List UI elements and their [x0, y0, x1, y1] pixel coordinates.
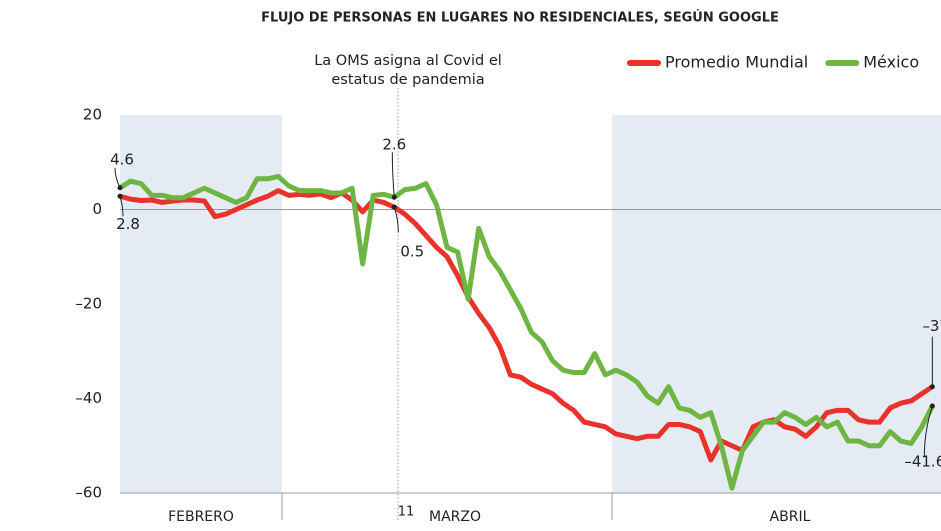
annotation-leader [115, 168, 120, 188]
annotation-label: 2.8 [116, 215, 140, 233]
y-tick-label: –60 [75, 484, 102, 502]
annotation-label: 0.5 [400, 243, 424, 261]
month-label: ABRIL [770, 509, 811, 525]
y-tick-label: –20 [75, 295, 102, 313]
legend-label: Promedio Mundial [665, 53, 808, 72]
y-tick-label: 0 [92, 200, 102, 218]
month-band [120, 115, 282, 493]
event-day: 11 [398, 505, 415, 520]
event-label: La OMS asigna al Covid el estatus de pan… [298, 52, 518, 90]
y-tick-label: –40 [75, 389, 102, 407]
chart-title: FLUJO DE PERSONAS EN LUGARES NO RESIDENC… [261, 10, 779, 26]
legend-label: México [863, 53, 919, 72]
annotation-label: –37. [922, 317, 941, 335]
month-label: FEBRERO [168, 509, 234, 525]
annotation-label: –41.6 [904, 453, 941, 471]
month-label: MARZO [429, 509, 481, 525]
y-tick-label: 20 [83, 106, 102, 124]
annotation-label: 4.6 [110, 150, 134, 168]
annotation-leader [392, 152, 394, 197]
page: FLUJO DE PERSONAS EN LUGARES NO RESIDENC… [0, 0, 941, 531]
annotation-label: 2.6 [382, 136, 406, 154]
